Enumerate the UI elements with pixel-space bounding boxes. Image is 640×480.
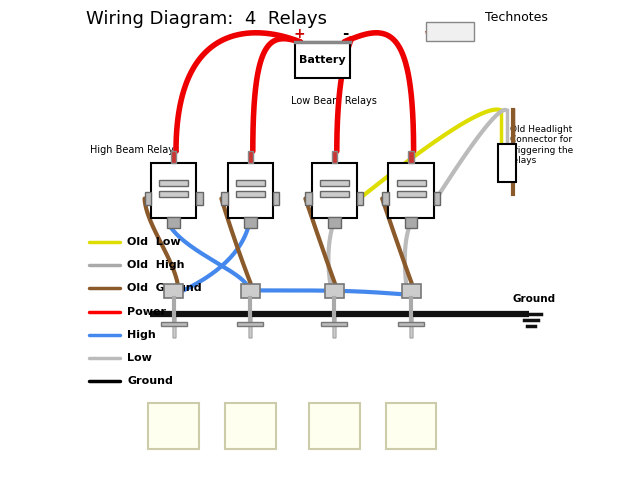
Text: Low Beam Relays: Low Beam Relays [291, 96, 377, 106]
Bar [498, 144, 516, 182]
Bar [426, 22, 474, 41]
Bar [305, 192, 312, 204]
Bar [196, 192, 203, 204]
Text: Technotes: Technotes [485, 11, 548, 24]
Bar [433, 192, 440, 204]
Text: Ground: Ground [127, 376, 173, 385]
Bar [405, 217, 417, 228]
Bar [151, 163, 196, 218]
Bar [168, 217, 180, 228]
Bar [388, 163, 434, 218]
Bar [295, 42, 350, 78]
Bar [320, 180, 349, 186]
Bar [225, 403, 276, 449]
Bar [382, 192, 389, 204]
Bar [402, 284, 421, 298]
Text: Old  Ground: Old Ground [127, 284, 202, 293]
Bar [356, 192, 364, 204]
Text: High Beam Relays: High Beam Relays [90, 145, 179, 155]
Text: Ground: Ground [512, 294, 555, 304]
Bar [148, 403, 199, 449]
Bar [236, 180, 265, 186]
Bar [145, 192, 151, 204]
Bar [321, 322, 348, 326]
Text: -: - [342, 25, 348, 41]
Bar [398, 322, 424, 326]
Text: VINTAGE
WATERCOOLEDS: VINTAGE WATERCOOLEDS [424, 25, 475, 36]
Text: High: High [127, 330, 156, 339]
Text: Low: Low [127, 353, 152, 362]
Bar [164, 284, 183, 298]
Bar [408, 151, 414, 163]
Bar [397, 192, 426, 197]
Bar [332, 151, 337, 163]
Text: Old  High: Old High [127, 261, 184, 270]
Bar [159, 192, 188, 197]
Bar [244, 217, 257, 228]
Bar [161, 322, 187, 326]
Bar [171, 151, 177, 163]
Bar [159, 180, 188, 186]
Bar [248, 151, 253, 163]
Bar [397, 180, 426, 186]
Text: Old  Low: Old Low [127, 238, 180, 247]
Bar [228, 163, 273, 218]
Text: Wiring Diagram:  4  Relays: Wiring Diagram: 4 Relays [86, 10, 327, 28]
Text: Battery: Battery [299, 55, 346, 65]
Bar [325, 284, 344, 298]
Bar [236, 192, 265, 197]
Bar [241, 284, 260, 298]
Bar [320, 192, 349, 197]
Bar [309, 403, 360, 449]
Bar [386, 403, 436, 449]
Text: Power: Power [127, 307, 166, 316]
Bar [221, 192, 228, 204]
Bar [237, 322, 264, 326]
Bar [328, 217, 340, 228]
Bar [312, 163, 357, 218]
Text: +: + [294, 26, 305, 41]
Bar [273, 192, 280, 204]
Text: Old Headlight
Connector for
Triggering the
relays: Old Headlight Connector for Triggering t… [509, 125, 573, 165]
